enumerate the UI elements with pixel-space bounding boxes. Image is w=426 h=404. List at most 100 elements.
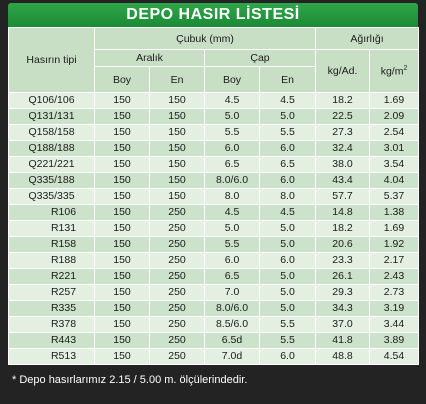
cell-type: R131 bbox=[8, 220, 95, 237]
cell-cap-en: 5.5 bbox=[258, 316, 317, 333]
cell-type: Q335/335 bbox=[8, 188, 95, 205]
cell-cap-en: 6.0 bbox=[258, 252, 317, 269]
cell-cap-en: 5.0 bbox=[258, 268, 317, 285]
cell-kg-m2: 3.54 bbox=[369, 156, 420, 173]
header-cap: Çap bbox=[203, 49, 317, 67]
cell-aralik-en: 250 bbox=[149, 268, 205, 285]
header-aralik-boy: Boy bbox=[94, 66, 150, 93]
cell-cap-boy: 5.5 bbox=[204, 124, 260, 141]
header-type: Hasırın tipi bbox=[8, 27, 95, 93]
cell-aralik-en: 250 bbox=[149, 220, 205, 237]
cell-cap-en: 6.0 bbox=[258, 348, 317, 365]
cell-cap-en: 6.0 bbox=[258, 140, 317, 157]
cell-aralik-en: 250 bbox=[149, 348, 205, 365]
header-kg-m2: kg/m2 bbox=[369, 49, 420, 93]
cell-aralik-boy: 150 bbox=[94, 332, 150, 349]
cell-cap-boy: 5.0 bbox=[204, 220, 260, 237]
header-cap-boy: Boy bbox=[204, 66, 260, 93]
cell-cap-en: 8.0 bbox=[258, 188, 317, 205]
cell-aralik-boy: 150 bbox=[94, 300, 150, 317]
cell-kg-m2: 2.43 bbox=[369, 268, 420, 285]
cell-aralik-boy: 150 bbox=[94, 156, 150, 173]
table-row: R221 150 250 6.5 5.0 26.1 2.43 bbox=[8, 268, 420, 285]
table-row: Q131/131 150 150 5.0 5.0 22.5 2.09 bbox=[8, 108, 420, 125]
cell-cap-en: 5.0 bbox=[258, 108, 317, 125]
table-row: R513 150 250 7.0d 6.0 48.8 4.54 bbox=[8, 348, 420, 365]
cell-type: Q106/106 bbox=[8, 92, 95, 109]
cell-cap-en: 4.5 bbox=[258, 204, 317, 221]
cell-cap-boy: 6.5 bbox=[204, 156, 260, 173]
cell-cap-en: 5.5 bbox=[258, 332, 317, 349]
table-body: Q106/106 150 150 4.5 4.5 18.2 1.69 Q131/131 150 1… bbox=[8, 92, 420, 365]
cell-kg-ad: 34.3 bbox=[315, 300, 371, 317]
cell-kg-m2: 2.54 bbox=[369, 124, 420, 141]
cell-kg-m2: 3.44 bbox=[369, 316, 420, 333]
cell-aralik-en: 250 bbox=[149, 332, 205, 349]
cell-type: R158 bbox=[8, 236, 95, 253]
cell-cap-boy: 4.5 bbox=[204, 92, 260, 109]
cell-cap-boy: 8.0/6.0 bbox=[204, 172, 260, 189]
cell-cap-boy: 6.5 bbox=[204, 268, 260, 285]
cell-kg-m2: 3.01 bbox=[369, 140, 420, 157]
table-row: R378 150 250 8.5/6.0 5.5 37.0 3.44 bbox=[8, 316, 420, 333]
cell-cap-boy: 5.0 bbox=[204, 108, 260, 125]
cell-kg-ad: 26.1 bbox=[315, 268, 371, 285]
cell-aralik-boy: 150 bbox=[94, 252, 150, 269]
cell-aralik-boy: 150 bbox=[94, 188, 150, 205]
cell-kg-m2: 2.17 bbox=[369, 252, 420, 269]
footnote: * Depo hasırlarımız 2.15 / 5.00 m. ölçül… bbox=[12, 374, 248, 386]
cell-cap-boy: 6.0 bbox=[204, 252, 260, 269]
cell-kg-m2: 2.09 bbox=[369, 108, 420, 125]
cell-aralik-en: 150 bbox=[149, 92, 205, 109]
table-row: R188 150 250 6.0 6.0 23.3 2.17 bbox=[8, 252, 420, 269]
cell-cap-boy: 4.5 bbox=[204, 204, 260, 221]
cell-kg-ad: 37.0 bbox=[315, 316, 371, 333]
table-row: R335 150 250 8.0/6.0 5.0 34.3 3.19 bbox=[8, 300, 420, 317]
cell-aralik-en: 150 bbox=[149, 108, 205, 125]
cell-aralik-boy: 150 bbox=[94, 236, 150, 253]
table-row: Q335/335 150 150 8.0 8.0 57.7 5.37 bbox=[8, 188, 420, 205]
cell-cap-boy: 8.5/6.0 bbox=[204, 316, 260, 333]
table-row: R131 150 250 5.0 5.0 18.2 1.69 bbox=[8, 220, 420, 237]
cell-cap-boy: 8.0 bbox=[204, 188, 260, 205]
cell-cap-en: 5.0 bbox=[258, 284, 317, 301]
cell-aralik-en: 250 bbox=[149, 284, 205, 301]
cell-kg-ad: 20.6 bbox=[315, 236, 371, 253]
header-cap-en: En bbox=[258, 66, 317, 93]
cell-aralik-boy: 150 bbox=[94, 316, 150, 333]
cell-aralik-boy: 150 bbox=[94, 220, 150, 237]
cell-cap-boy: 8.0/6.0 bbox=[204, 300, 260, 317]
cell-kg-m2: 3.19 bbox=[369, 300, 420, 317]
cell-type: Q335/188 bbox=[8, 172, 95, 189]
cell-aralik-boy: 150 bbox=[94, 140, 150, 157]
cell-kg-ad: 14.8 bbox=[315, 204, 371, 221]
cell-kg-m2: 1.92 bbox=[369, 236, 420, 253]
cell-aralik-en: 150 bbox=[149, 172, 205, 189]
cell-cap-boy: 5.5 bbox=[204, 236, 260, 253]
cell-kg-ad: 41.8 bbox=[315, 332, 371, 349]
table-row: R158 150 250 5.5 5.0 20.6 1.92 bbox=[8, 236, 420, 253]
cell-aralik-en: 250 bbox=[149, 300, 205, 317]
cell-cap-en: 6.0 bbox=[258, 172, 317, 189]
cell-type: R106 bbox=[8, 204, 95, 221]
cell-kg-ad: 43.4 bbox=[315, 172, 371, 189]
header-kg-m-label: kg/m bbox=[380, 65, 404, 78]
cell-kg-m2: 4.04 bbox=[369, 172, 420, 189]
cell-cap-en: 5.5 bbox=[258, 124, 317, 141]
cell-aralik-boy: 150 bbox=[94, 284, 150, 301]
cell-kg-ad: 23.3 bbox=[315, 252, 371, 269]
cell-aralik-boy: 150 bbox=[94, 108, 150, 125]
cell-kg-ad: 57.7 bbox=[315, 188, 371, 205]
cell-type: R513 bbox=[8, 348, 95, 365]
cell-aralik-en: 150 bbox=[149, 156, 205, 173]
cell-cap-boy: 7.0 bbox=[204, 284, 260, 301]
cell-kg-m2: 1.69 bbox=[369, 92, 420, 109]
cell-kg-m2: 4.54 bbox=[369, 348, 420, 365]
mesh-list-table: Hasırın tipi Çubuk (mm) Ağırlığı Aralık … bbox=[8, 27, 420, 365]
table-row: Q188/188 150 150 6.0 6.0 32.4 3.01 bbox=[8, 140, 420, 157]
table-row: R443 150 250 6.5d 5.5 41.8 3.89 bbox=[8, 332, 420, 349]
header-kg-ad: kg/Ad. bbox=[315, 49, 371, 93]
cell-type: R378 bbox=[8, 316, 95, 333]
cell-aralik-en: 150 bbox=[149, 140, 205, 157]
